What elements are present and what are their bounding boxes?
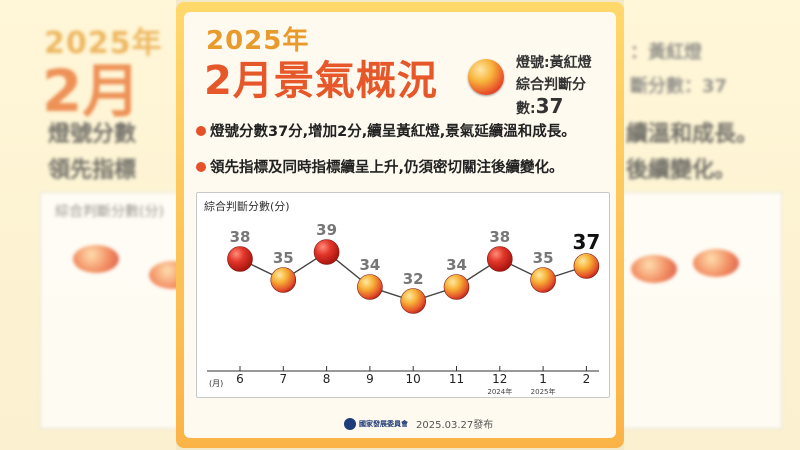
data-label: 39 — [316, 221, 337, 239]
x-tick-label: 2 — [583, 372, 591, 386]
x-sub-label: 2024年 — [487, 387, 512, 396]
backdrop-line1-right: 續溫和成長。 — [626, 122, 759, 147]
footer: 國家發展委員會 2025.03.27發布 — [344, 416, 493, 431]
backdrop-score: 斷分數：37 — [630, 76, 728, 97]
backdrop-marker — [693, 249, 739, 277]
data-label: 34 — [446, 256, 467, 274]
x-tick-label: 7 — [279, 372, 287, 386]
chart-title: 綜合判斷分數(分) — [204, 200, 290, 213]
ndc-logo-icon — [344, 417, 356, 430]
data-label: 32 — [403, 270, 424, 288]
bullet-dot-icon — [196, 126, 206, 136]
backdrop-year: 2025年 — [44, 26, 163, 61]
x-tick-label: 10 — [406, 372, 421, 386]
signal-light-icon — [468, 59, 504, 95]
ndc-logo: 國家發展委員會 — [344, 417, 408, 430]
x-unit-label: (月) — [209, 379, 223, 388]
backdrop-light: ：黃紅燈 — [630, 42, 702, 63]
backdrop-right: ：黃紅燈 斷分數：37 續溫和成長。 後續變化。 — [624, 0, 800, 450]
data-point — [270, 267, 297, 293]
publish-date: 2025.03.27發布 — [416, 420, 494, 431]
page-title: 2月景氣概況 — [204, 58, 438, 104]
score-label: 綜合判斷分數: — [516, 77, 586, 117]
backdrop-marker — [149, 261, 176, 289]
bullet-text: 燈號分數37分,增加2分,續呈黃紅燈,景氣延續溫和成長。 — [210, 124, 576, 140]
data-point — [530, 267, 556, 293]
chart-panel: 綜合判斷分數(分) 38 6 35 7 39 8 34 9 32 10 34 11 38 12 — [196, 192, 610, 398]
bullet-text: 領先指標及同時指標續呈上升,仍須密切關注後續變化。 — [210, 160, 564, 176]
data-label: 35 — [273, 249, 294, 267]
data-point — [357, 274, 383, 300]
data-point — [486, 246, 513, 272]
backdrop-chart-label: 綜合判斷分數(分) — [55, 204, 164, 220]
x-tick-label: 12 — [492, 372, 507, 386]
score-value: 37 — [535, 94, 564, 118]
x-tick-label: 1 — [539, 372, 547, 386]
x-tick-label: 11 — [449, 372, 464, 386]
bullet-dot-icon — [196, 162, 206, 172]
bullet-1: 燈號分數37分,增加2分,續呈黃紅燈,景氣延續溫和成長。 — [196, 120, 576, 141]
backdrop-panel-right — [624, 192, 782, 429]
title-year: 2025年 — [206, 26, 310, 56]
light-label: 燈號:黃紅燈 — [516, 55, 592, 71]
backdrop-line2: 領先指標 — [48, 158, 137, 183]
backdrop-month: 2月 — [42, 57, 141, 125]
data-label: 38 — [489, 228, 510, 246]
data-label: 35 — [533, 249, 554, 267]
backdrop-line1: 燈號分數 — [48, 122, 137, 147]
backdrop-line2-right: 後續變化。 — [626, 158, 737, 183]
x-tick-label: 9 — [366, 372, 374, 386]
backdrop-marker — [631, 255, 677, 283]
data-point — [443, 274, 470, 300]
x-tick-label: 8 — [323, 372, 331, 386]
data-label: 38 — [230, 228, 251, 246]
x-sub-label: 2025年 — [531, 387, 556, 396]
data-point — [227, 246, 253, 272]
bullet-2: 領先指標及同時指標續呈上升,仍須密切關注後續變化。 — [196, 156, 564, 177]
org-name: 國家發展委員會 — [359, 419, 408, 428]
data-label: 34 — [359, 256, 380, 274]
data-point — [313, 239, 340, 265]
data-label: 37 — [572, 230, 600, 254]
score-line: 綜合判斷分數:37 — [516, 74, 616, 118]
card-content: 2025年 2月景氣概況 燈號:黃紅燈 綜合判斷分數:37 燈號分數37分,增加… — [184, 12, 616, 438]
data-point — [573, 253, 600, 279]
data-point — [400, 288, 426, 314]
backdrop-panel: 綜合判斷分數(分) — [40, 192, 176, 429]
infographic-card: 2025年 2月景氣概況 燈號:黃紅燈 綜合判斷分數:37 燈號分數37分,增加… — [176, 2, 624, 448]
backdrop-marker — [73, 245, 119, 273]
backdrop-left: 2025年 2月 燈號分數 領先指標 綜合判斷分數(分) — [0, 0, 176, 450]
x-tick-label: 6 — [236, 372, 244, 386]
